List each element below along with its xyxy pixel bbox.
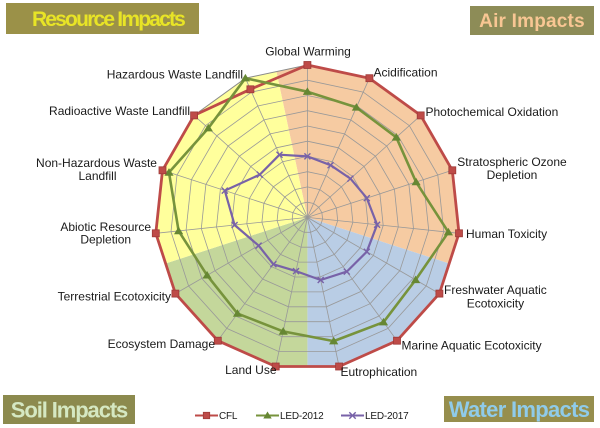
svg-text:LED-2012: LED-2012: [280, 411, 324, 422]
svg-text:Water Impacts: Water Impacts: [449, 397, 590, 422]
svg-text:CFL: CFL: [219, 411, 238, 422]
svg-text:Stratospheric Ozone: Stratospheric Ozone: [457, 155, 567, 169]
svg-text:Air Impacts: Air Impacts: [479, 11, 585, 32]
svg-text:Freshwater Aquatic: Freshwater Aquatic: [444, 283, 547, 297]
svg-text:Land Use: Land Use: [225, 363, 277, 377]
svg-text:Depletion: Depletion: [80, 233, 131, 247]
svg-text:Radioactive Waste Landfill: Radioactive Waste Landfill: [49, 104, 190, 118]
svg-text:Landfill: Landfill: [78, 169, 116, 183]
svg-text:Resource Impacts: Resource Impacts: [32, 8, 185, 31]
svg-text:Photochemical Oxidation: Photochemical Oxidation: [426, 105, 559, 119]
svg-text:Marine Aquatic Ecotoxicity: Marine Aquatic Ecotoxicity: [402, 339, 542, 353]
svg-text:Eutrophication: Eutrophication: [341, 365, 418, 379]
svg-text:Depletion: Depletion: [487, 168, 538, 182]
svg-text:Hazardous Waste Landfill: Hazardous Waste Landfill: [107, 68, 243, 82]
svg-text:Soil Impacts: Soil Impacts: [11, 397, 128, 422]
svg-text:Human Toxicity: Human Toxicity: [466, 227, 547, 241]
svg-text:Global Warming: Global Warming: [265, 45, 351, 59]
svg-text:Non-Hazardous Waste: Non-Hazardous Waste: [36, 156, 157, 170]
svg-text:LED-2017: LED-2017: [365, 411, 409, 422]
svg-text:Terrestrial Ecotoxicity: Terrestrial Ecotoxicity: [58, 290, 171, 304]
svg-text:Abiotic Resource: Abiotic Resource: [60, 220, 151, 234]
svg-text:Acidification: Acidification: [374, 66, 438, 80]
svg-text:Ecotoxicity: Ecotoxicity: [467, 297, 524, 311]
svg-text:Ecosystem Damage: Ecosystem Damage: [108, 337, 216, 351]
